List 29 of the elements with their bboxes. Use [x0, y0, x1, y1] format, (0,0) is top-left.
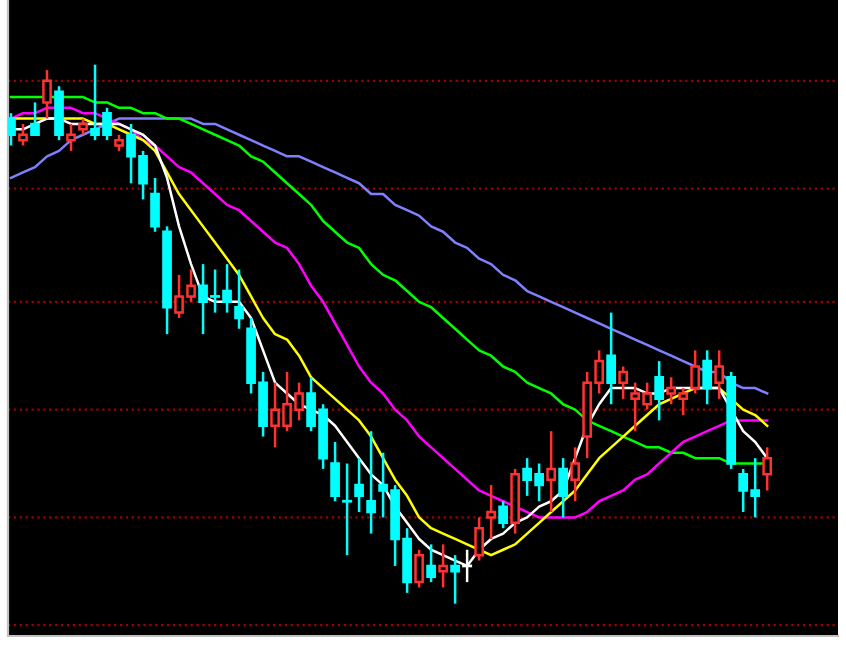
candlestick	[366, 429, 376, 535]
candlestick	[150, 176, 160, 234]
candlestick	[618, 365, 628, 401]
candlestick	[558, 456, 568, 519]
candlestick	[474, 516, 484, 562]
candlestick	[426, 543, 436, 584]
candlestick	[30, 101, 40, 136]
candlestick	[450, 553, 460, 605]
candlestick	[486, 483, 496, 541]
candlestick	[702, 349, 713, 406]
candlestick	[66, 122, 76, 153]
candlestick	[54, 84, 64, 142]
candlestick	[234, 268, 244, 331]
candlestick	[690, 349, 701, 395]
candlestick	[762, 446, 773, 492]
candlestick	[546, 429, 556, 514]
candlestick	[498, 500, 508, 530]
candlestick	[570, 446, 580, 503]
candlestick	[438, 543, 448, 589]
candlestick	[342, 462, 353, 557]
candlestick	[714, 349, 725, 401]
candlestick	[330, 440, 340, 503]
candlestick	[606, 311, 616, 406]
candlestick	[414, 548, 424, 589]
candlestick	[42, 68, 52, 120]
candlestick	[354, 456, 364, 514]
candlestick	[18, 122, 28, 147]
candlestick	[654, 359, 665, 422]
candlestick	[8, 111, 16, 147]
